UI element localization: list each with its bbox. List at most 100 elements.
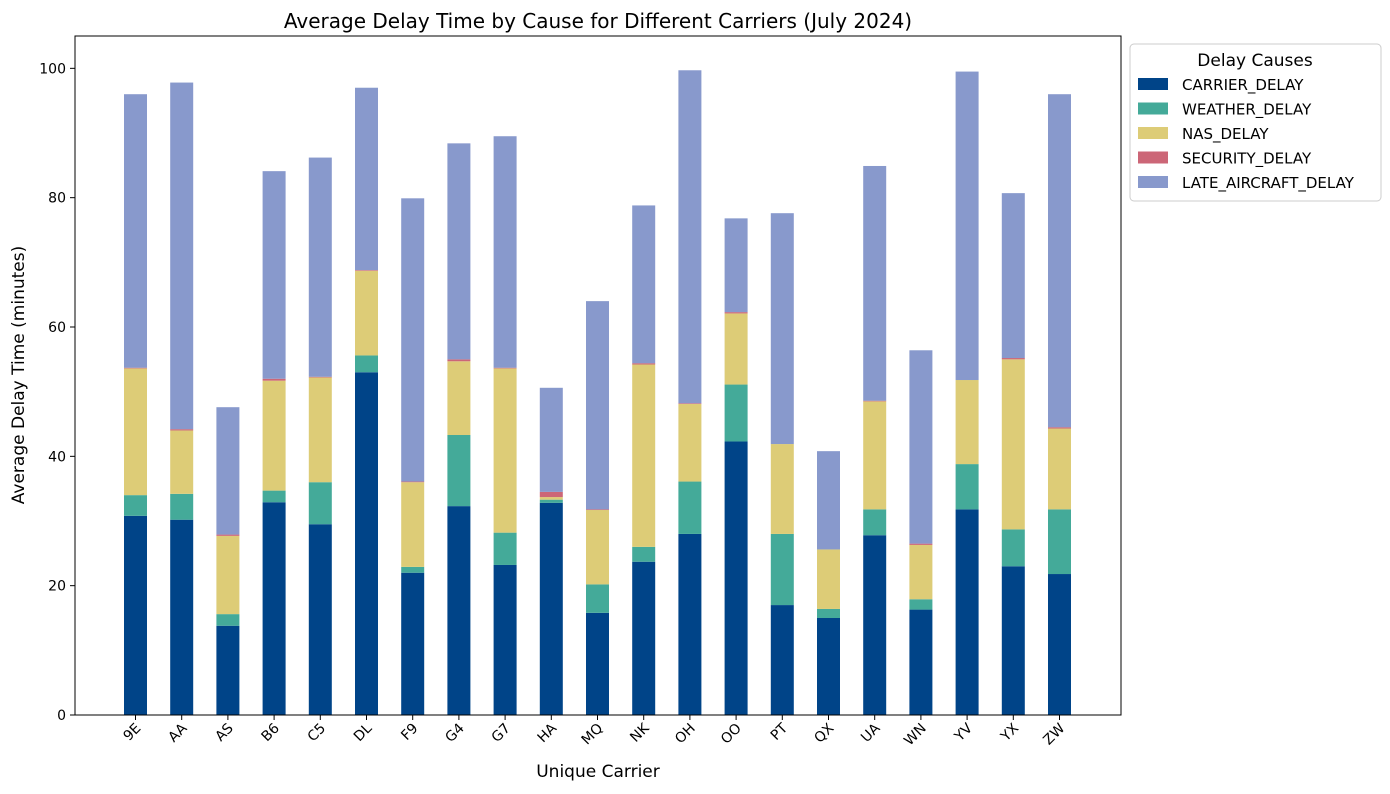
bar-NK-carrier-delay — [632, 561, 656, 715]
legend-swatch-late-aircraft-delay — [1138, 176, 1168, 188]
bar-ZW-weather-delay — [1048, 509, 1071, 575]
x-tick-label: F9 — [398, 721, 421, 744]
bar-OO-nas-delay — [724, 313, 748, 385]
bar-OO-late-aircraft-delay — [724, 218, 748, 313]
bar-HA-late-aircraft-delay — [539, 387, 563, 492]
bar-AS-late-aircraft-delay — [216, 407, 240, 535]
bars-group — [124, 70, 1071, 715]
bar-OH-security-delay — [678, 403, 702, 404]
bar-PT-late-aircraft-delay — [770, 213, 794, 445]
bar-YV-nas-delay — [955, 380, 979, 465]
bar-9E-security-delay — [124, 367, 147, 369]
bar-G4-weather-delay — [447, 434, 471, 507]
x-tick-label: OO — [718, 721, 745, 748]
bar-MQ-security-delay — [586, 509, 609, 511]
bar-C5-carrier-delay — [308, 524, 332, 715]
x-tick-label: QX — [811, 720, 837, 746]
y-tick-label: 60 — [48, 320, 66, 336]
chart-title: Average Delay Time by Cause for Differen… — [284, 9, 912, 33]
bar-UA-late-aircraft-delay — [863, 165, 887, 401]
y-tick-label: 80 — [48, 191, 66, 207]
bar-DL-weather-delay — [355, 355, 378, 373]
y-tick-label: 100 — [39, 61, 66, 77]
legend: Delay Causes CARRIER_DELAY WEATHER_DELAY N… — [1129, 43, 1382, 202]
bar-YX-security-delay — [1001, 358, 1025, 360]
bar-B6-carrier-delay — [262, 502, 286, 715]
bar-9E-weather-delay — [124, 495, 147, 516]
bar-YX-late-aircraft-delay — [1001, 193, 1025, 359]
x-tick-label: PT — [768, 720, 792, 744]
legend-items: CARRIER_DELAY WEATHER_DELAY NAS_DELAY SECUR… — [1138, 76, 1355, 193]
legend-label: LATE_AIRCRAFT_DELAY — [1182, 174, 1355, 193]
bar-NK-weather-delay — [632, 546, 656, 562]
legend-label: CARRIER_DELAY — [1182, 76, 1304, 95]
bar-OH-late-aircraft-delay — [678, 70, 702, 404]
legend-swatch-security-delay — [1138, 151, 1168, 164]
bar-ZW-security-delay — [1048, 427, 1071, 429]
bar-YV-weather-delay — [955, 464, 979, 510]
bar-9E-nas-delay — [124, 368, 147, 496]
x-tick-label: DL — [351, 720, 376, 745]
bar-G4-nas-delay — [447, 361, 471, 435]
bar-OO-carrier-delay — [724, 441, 748, 715]
bar-AS-carrier-delay — [216, 625, 240, 715]
bar-AA-carrier-delay — [170, 519, 194, 715]
x-tick-label: AS — [212, 720, 236, 744]
bar-AA-weather-delay — [170, 493, 194, 520]
bar-B6-weather-delay — [262, 490, 286, 503]
bar-AA-late-aircraft-delay — [170, 82, 194, 430]
x-tick-label: HA — [535, 720, 561, 746]
bar-ZW-late-aircraft-delay — [1048, 94, 1071, 428]
bar-UA-carrier-delay — [863, 535, 887, 715]
bar-ZW-carrier-delay — [1048, 574, 1071, 715]
legend-swatch-carrier-delay — [1138, 78, 1168, 90]
x-tick-label: OH — [672, 721, 699, 748]
bar-DL-nas-delay — [355, 270, 378, 356]
x-tick-label: MQ — [579, 721, 607, 749]
legend-frame — [1129, 43, 1382, 202]
bar-WN-nas-delay — [909, 544, 933, 600]
bar-B6-late-aircraft-delay — [262, 171, 286, 379]
bar-HA-carrier-delay — [539, 502, 563, 715]
legend-label: WEATHER_DELAY — [1182, 101, 1312, 120]
bar-WN-weather-delay — [909, 599, 933, 610]
y-axis-label: Average Delay Time (minutes) — [9, 246, 29, 504]
legend-swatch-weather-delay — [1138, 102, 1168, 115]
x-tick-label: ZW — [1040, 720, 1068, 748]
bar-NK-security-delay — [632, 363, 656, 365]
x-tick-label: WN — [901, 721, 930, 750]
bar-PT-carrier-delay — [770, 605, 794, 715]
bar-PT-nas-delay — [770, 444, 794, 534]
bar-G7-weather-delay — [493, 532, 517, 565]
x-tick-label: G4 — [442, 720, 467, 745]
bar-G7-carrier-delay — [493, 564, 517, 715]
y-tick-label: 0 — [57, 708, 66, 724]
bar-NK-nas-delay — [632, 364, 656, 547]
x-tick-label: AA — [165, 720, 190, 745]
bar-MQ-weather-delay — [586, 584, 609, 613]
y-tick-label: 40 — [48, 449, 66, 465]
bar-F9-carrier-delay — [401, 572, 425, 715]
bar-MQ-nas-delay — [586, 510, 609, 585]
x-tick-label: 9E — [120, 721, 144, 745]
legend-title: Delay Causes — [1197, 51, 1313, 71]
bar-PT-weather-delay — [770, 533, 794, 606]
bar-OH-nas-delay — [678, 403, 702, 482]
bar-G4-security-delay — [447, 359, 471, 362]
legend-label: NAS_DELAY — [1182, 125, 1269, 144]
bar-OO-security-delay — [724, 312, 748, 314]
bar-AA-nas-delay — [170, 430, 194, 494]
bar-9E-late-aircraft-delay — [124, 94, 147, 368]
bar-OH-carrier-delay — [678, 533, 702, 715]
bar-C5-nas-delay — [308, 377, 332, 483]
bar-YX-nas-delay — [1001, 359, 1025, 530]
bar-C5-weather-delay — [308, 482, 332, 525]
bar-DL-security-delay — [355, 270, 378, 271]
bar-YX-carrier-delay — [1001, 566, 1025, 715]
bar-MQ-carrier-delay — [586, 612, 609, 715]
bar-C5-security-delay — [308, 376, 332, 378]
bar-YX-weather-delay — [1001, 529, 1025, 567]
bar-F9-late-aircraft-delay — [401, 198, 425, 482]
